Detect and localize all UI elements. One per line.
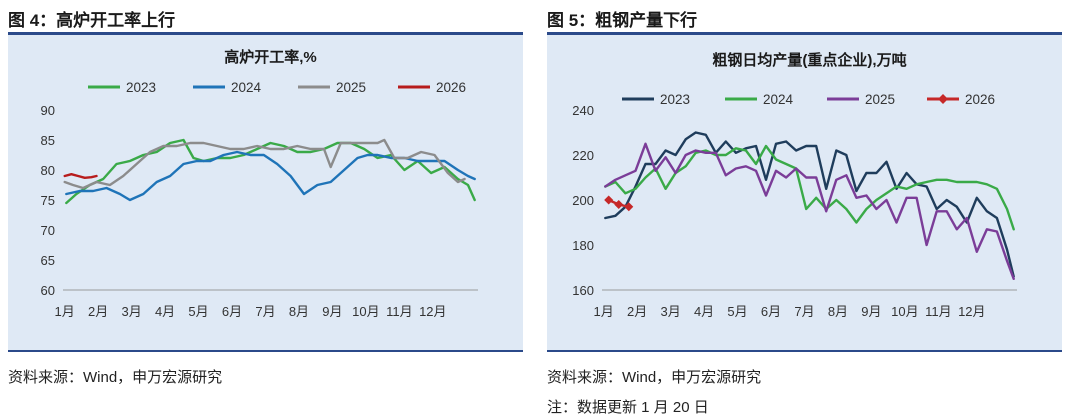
- bottom-rule: [547, 350, 1062, 352]
- legend-marker-2026: [938, 94, 948, 104]
- y-tick-label-160: 160: [572, 283, 594, 298]
- x-tick-label-2: 2月: [88, 304, 108, 319]
- x-tick-label-6: 6月: [761, 304, 781, 319]
- x-tick-label-1: 1月: [55, 304, 75, 319]
- x-tick-label-12: 12月: [419, 304, 446, 319]
- top-rule: [8, 32, 523, 35]
- series-line-2025: [63, 138, 466, 190]
- chart-title: 高炉开工率,%: [224, 48, 317, 66]
- figure-title: 图 5：粗钢产量下行: [547, 11, 698, 30]
- legend-label-2026: 2026: [436, 80, 466, 95]
- y-tick-label-85: 85: [41, 133, 55, 148]
- figure-panel-crude-steel: 图 5：粗钢产量下行 粗钢日均产量(重点企业),万吨 160 180 200 220 24…: [547, 0, 1069, 418]
- top-rule: [547, 32, 1062, 35]
- y-tick-label-65: 65: [41, 253, 55, 268]
- chart-blast-furnace-utilization: 高炉开工率,% 60 65 70 75 80 85 90 1月 2月 3月 4月 5月 6月 7月 8月 9月 1…: [41, 48, 478, 319]
- legend-label-2025: 2025: [336, 80, 366, 95]
- x-tick-label-12: 12月: [958, 304, 985, 319]
- chart-area: 高炉开工率,% 60 65 70 75 80 85 90 1月 2月 3月 4月 5月 6月 7月 8月 9月 1…: [8, 35, 523, 350]
- x-tick-label-5: 5月: [727, 304, 747, 319]
- chart-title: 粗钢日均产量(重点企业),万吨: [712, 51, 906, 69]
- x-tick-label-9: 9月: [861, 304, 881, 319]
- x-tick-label-6: 6月: [222, 304, 242, 319]
- legend-label-2024: 2024: [763, 92, 794, 107]
- series-point-2026-2: [624, 202, 634, 212]
- chart-area: 粗钢日均产量(重点企业),万吨 160 180 200 220 240 1月 2月 3月 4月 5月…: [547, 35, 1062, 350]
- x-tick-label-10: 10月: [891, 304, 918, 319]
- y-tick-label-240: 240: [572, 103, 594, 118]
- x-tick-label-4: 4月: [694, 304, 714, 319]
- series-line-2025: [604, 142, 1015, 281]
- y-tick-label-80: 80: [41, 163, 55, 178]
- figure-title: 图 4：高炉开工率上行: [8, 11, 176, 30]
- figure-panel-blast-furnace: 图 4：高炉开工率上行 高炉开工率,% 60 65 70 75 80 85 90 1月 2月 3月 4…: [8, 0, 530, 418]
- bottom-rule: [8, 350, 523, 352]
- y-tick-label-90: 90: [41, 103, 55, 118]
- series-point-2026-0: [604, 195, 614, 205]
- series-line-2026: [63, 172, 98, 180]
- y-tick-label-60: 60: [41, 283, 55, 298]
- x-tick-label-10: 10月: [352, 304, 379, 319]
- x-tick-label-7: 7月: [794, 304, 814, 319]
- legend-label-2023: 2023: [660, 92, 690, 107]
- x-tick-label-8: 8月: [828, 304, 848, 319]
- x-tick-label-11: 11月: [386, 304, 413, 319]
- y-tick-label-220: 220: [572, 148, 594, 163]
- series-line-2023: [65, 138, 476, 205]
- x-tick-label-11: 11月: [925, 304, 952, 319]
- legend-label-2026: 2026: [965, 92, 995, 107]
- source-note: 资料来源：Wind，申万宏源研究: [8, 369, 223, 386]
- y-tick-label-70: 70: [41, 223, 55, 238]
- chart-crude-steel-output: 粗钢日均产量(重点企业),万吨 160 180 200 220 240 1月 2月 3月 4月 5月…: [572, 51, 1017, 319]
- x-tick-label-9: 9月: [322, 304, 342, 319]
- x-tick-label-4: 4月: [155, 304, 175, 319]
- y-tick-label-180: 180: [572, 238, 594, 253]
- update-note: 注：数据更新 1 月 20 日: [547, 399, 709, 416]
- x-tick-label-2: 2月: [627, 304, 647, 319]
- x-tick-label-8: 8月: [289, 304, 309, 319]
- series-point-2026-1: [614, 200, 624, 209]
- series-line-2023: [604, 131, 1015, 278]
- x-tick-label-5: 5月: [188, 304, 208, 319]
- series-line-2024: [604, 144, 1015, 231]
- legend-label-2024: 2024: [231, 80, 262, 95]
- y-tick-label-200: 200: [572, 193, 594, 208]
- y-tick-label-75: 75: [41, 193, 55, 208]
- legend-label-2023: 2023: [126, 80, 156, 95]
- source-note: 资料来源：Wind，申万宏源研究: [547, 369, 762, 386]
- series-line-2024: [65, 150, 476, 202]
- x-tick-label-7: 7月: [255, 304, 275, 319]
- x-tick-label-1: 1月: [594, 304, 614, 319]
- legend-label-2025: 2025: [865, 92, 895, 107]
- x-tick-label-3: 3月: [660, 304, 680, 319]
- x-tick-label-3: 3月: [121, 304, 141, 319]
